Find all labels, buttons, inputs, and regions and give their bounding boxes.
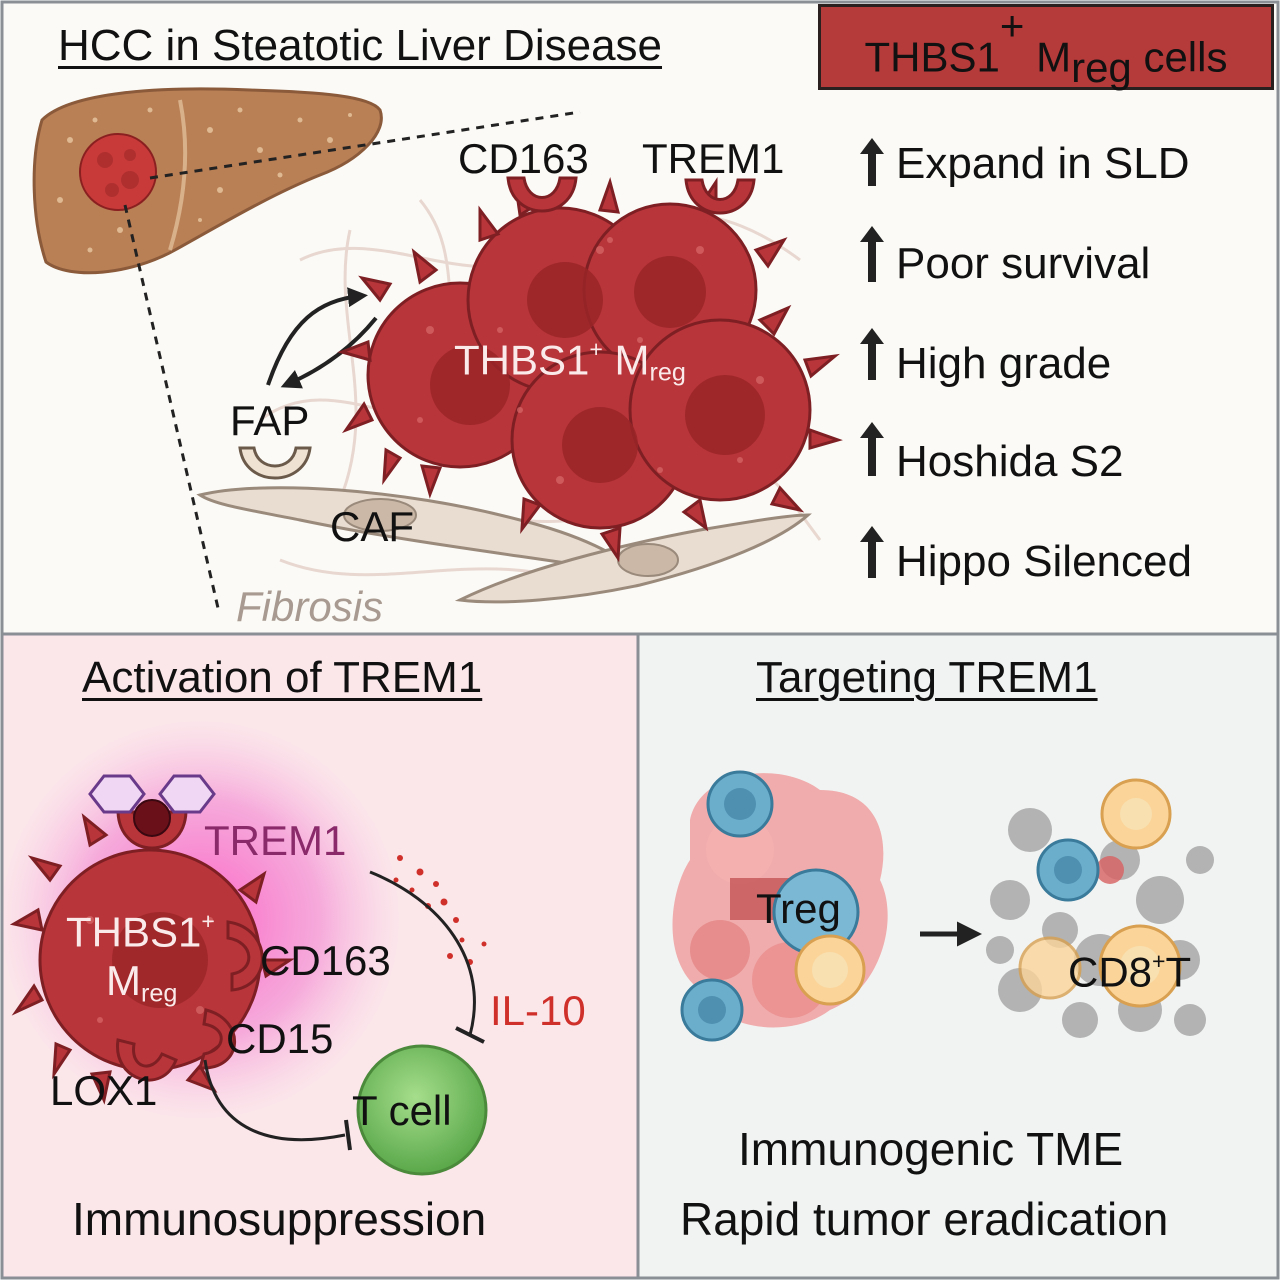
trem1-receptor [684,178,756,215]
fap-receptor [238,446,312,480]
mreg-inhibition-line [203,1059,346,1142]
stat-poor-survival: Poor survival [896,239,1151,288]
il10-inhibition-line [369,870,476,1036]
lox1-receptor [116,1038,178,1082]
il10-label: IL-10 [490,987,586,1034]
mreg-label: THBS1+ Mreg [454,336,686,387]
tumor-nodule [79,133,157,211]
mreg-inhibition-bar [344,1119,352,1151]
left-trem1-label: TREM1 [204,817,347,864]
left-cd163-label: CD163 [260,937,391,984]
stat-high-grade: High grade [896,339,1112,388]
cd163-receptor-left [226,920,264,992]
left-panel-title: Activation of TREM1 [82,653,483,702]
right-footer-line1: Immunogenic TME [738,1123,1124,1175]
banner-text: THBS1+ Mreg cells [864,2,1228,91]
mreg-cells-banner: THBS1+ Mreg cells [818,2,1274,91]
stat-hippo-silenced: Hippo Silenced [896,537,1192,586]
fibrosis-label: Fibrosis [236,583,384,630]
right-footer-line2: Rapid tumor eradication [680,1193,1169,1245]
il10-secretion [393,855,487,965]
arrow-caf-to-mreg [280,316,378,389]
ligand-hexagon-right [158,774,216,814]
arrow-mreg-to-caf [266,287,368,386]
caf-cells [196,486,812,604]
mreg-cluster [337,176,843,563]
cd8-cell-left2 [1018,936,1082,1000]
t-cell [356,1044,488,1176]
right-panel-title: Targeting TREM1 [756,653,1098,702]
il10-inhibition-bar [455,1026,485,1044]
left-mreg-line1: THBS1+ [66,908,215,956]
liver-icon [32,87,383,275]
stat-hoshida-s2: Hoshida S2 [896,437,1124,486]
top-panel-title: HCC in Steatotic Liver Disease [58,21,663,70]
trem1-ligand [133,799,171,837]
left-footer: Immunosuppression [72,1193,487,1245]
tumor-cluster-after [986,778,1214,1038]
ligand-hexagon-left [88,774,146,814]
left-lox1-label: LOX1 [50,1067,158,1114]
trem1-label: TREM1 [642,135,785,182]
zoom-line-top [149,110,581,180]
caf-label: CAF [330,503,414,550]
stat-arrows [860,138,884,578]
tcell-label: T cell [352,1087,452,1134]
left-cd15-label: CD15 [226,1015,334,1062]
tumor-cluster-before [672,770,888,1042]
cd163-label: CD163 [458,135,589,182]
stat-expand-in-sld: Expand in SLD [896,139,1190,188]
left-mreg-line2: Mreg [106,957,178,1008]
fap-label: FAP [230,397,310,444]
activated-mreg-cell [9,774,295,1105]
cd15-receptor [198,1008,236,1070]
cd163-receptor [506,176,578,213]
cd8-label: CD8+T [1068,948,1192,996]
treg-label: Treg [756,885,841,932]
